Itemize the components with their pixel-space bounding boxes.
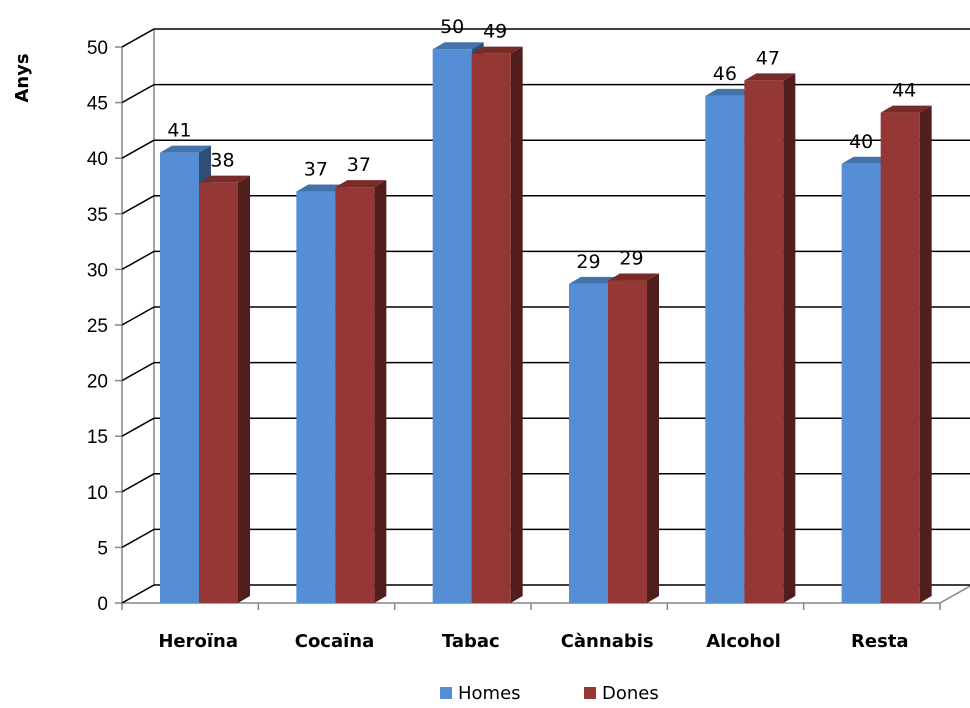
legend-label-dones: Dones: [602, 683, 659, 704]
bars: [160, 42, 932, 604]
bar-top: [705, 88, 757, 96]
bar-top: [608, 273, 659, 281]
gridline-side-50: [121, 28, 155, 48]
x-axis-ticks: [121, 603, 941, 610]
legend-item-homes: Homes: [440, 683, 521, 704]
data-label-dones-5: 44: [892, 80, 916, 102]
y-tick-label-35: 35: [87, 205, 108, 226]
bar-top: [160, 145, 211, 153]
gridline-side-10: [121, 473, 155, 493]
data-label-dones-3: 29: [619, 248, 643, 270]
bar-front: [471, 53, 511, 604]
y-tick-label-5: 5: [97, 538, 108, 559]
bar-dones-4: [744, 73, 796, 604]
floor-right-edge: [939, 585, 970, 604]
y-tick-label-0: 0: [97, 594, 108, 615]
bar-dones-0: [199, 175, 250, 603]
bar-front: [705, 95, 745, 603]
category-label-3: Cànnabis: [561, 631, 654, 652]
y-tick-label-15: 15: [87, 427, 108, 448]
bar-front: [296, 191, 336, 603]
y-tick-label-10: 10: [87, 483, 108, 504]
y-tick-label-30: 30: [87, 260, 108, 281]
gridline-side-30: [121, 250, 155, 271]
gridline-side-15: [121, 417, 155, 437]
data-label-dones-1: 37: [347, 154, 371, 176]
bar-side: [238, 175, 250, 603]
gridline-side-20: [121, 361, 155, 382]
bar-front: [744, 80, 784, 604]
bar-top: [335, 180, 387, 188]
gridline-side-40: [121, 139, 155, 159]
gridline-side-45: [121, 83, 155, 104]
bar-front: [880, 112, 920, 603]
bar-side: [647, 273, 659, 603]
data-labels: 41 38 37 37 50 49 29 29 46 47 40 44: [167, 16, 916, 273]
data-label-homes-5: 40: [849, 131, 873, 153]
bar-dones-3: [608, 273, 659, 603]
bar-dones-5: [880, 105, 932, 603]
bar-top: [432, 42, 484, 50]
data-label-homes-0: 41: [167, 120, 191, 142]
y-tick-label-45: 45: [87, 94, 108, 115]
legend-swatch-homes: [440, 687, 452, 699]
bar-side: [510, 46, 523, 604]
bar-front: [569, 283, 608, 603]
category-label-4: Alcohol: [706, 631, 781, 652]
gridline-side-25: [121, 306, 155, 326]
y-axis-title: Anys: [12, 53, 33, 102]
category-labels: Heroïna Cocaïna Tabac Cànnabis Alcohol Resta: [158, 631, 908, 652]
data-label-homes-1: 37: [304, 159, 328, 181]
bar-side: [783, 73, 796, 604]
gridline-side-35: [121, 195, 155, 215]
bar-dones-1: [335, 180, 387, 603]
data-label-homes-2: 50: [440, 16, 464, 38]
data-label-dones-2: 49: [483, 21, 507, 43]
gridline-side-0: [121, 584, 155, 604]
bar-front: [432, 49, 472, 603]
category-label-5: Resta: [851, 631, 909, 652]
bar-front: [608, 280, 647, 603]
legend-label-homes: Homes: [458, 683, 521, 704]
category-label-1: Cocaïna: [295, 631, 375, 652]
gridline-side-5: [121, 528, 155, 549]
data-label-homes-3: 29: [576, 251, 600, 273]
y-tick-label-50: 50: [87, 38, 108, 59]
bar-front: [841, 163, 881, 603]
bar-top: [199, 175, 250, 183]
bar-top: [471, 46, 523, 54]
bar-top: [841, 156, 893, 164]
legend-swatch-dones: [584, 687, 596, 699]
bar-front: [199, 182, 238, 603]
data-label-dones-4: 47: [756, 47, 780, 69]
data-label-dones-0: 38: [210, 150, 234, 172]
bar-side: [374, 180, 387, 603]
legend: Homes Dones: [440, 683, 659, 704]
y-tick-label-20: 20: [87, 372, 108, 393]
bar-dones-2: [471, 46, 523, 604]
data-label-homes-4: 46: [713, 63, 737, 85]
category-label-2: Tabac: [442, 631, 500, 652]
category-label-0: Heroïna: [158, 631, 238, 652]
bar-top: [296, 184, 348, 192]
y-axis-ticks: 0 5 10 15 20 25 30 35 40 45 50: [87, 38, 122, 615]
bar-top: [569, 276, 620, 284]
y-tick-label-40: 40: [87, 149, 108, 170]
bar-front: [335, 187, 375, 603]
bar-front: [160, 152, 199, 603]
legend-item-dones: Dones: [584, 683, 659, 704]
y-tick-label-25: 25: [87, 316, 108, 337]
gridlines: [121, 28, 970, 604]
bar-side: [919, 105, 932, 603]
bar-top: [744, 73, 796, 81]
bar-top: [880, 105, 932, 113]
